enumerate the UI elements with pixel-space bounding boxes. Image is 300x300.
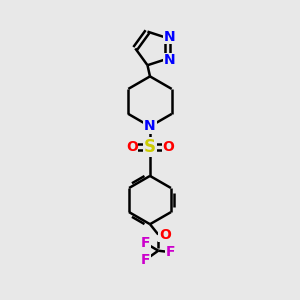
Text: F: F	[166, 245, 175, 259]
Text: O: O	[162, 140, 174, 154]
Text: O: O	[159, 227, 171, 242]
Text: O: O	[126, 140, 138, 154]
Text: F: F	[141, 253, 151, 266]
Text: N: N	[164, 30, 176, 44]
Text: N: N	[144, 119, 156, 134]
Text: F: F	[141, 236, 151, 250]
Text: N: N	[164, 53, 176, 67]
Text: S: S	[144, 138, 156, 156]
